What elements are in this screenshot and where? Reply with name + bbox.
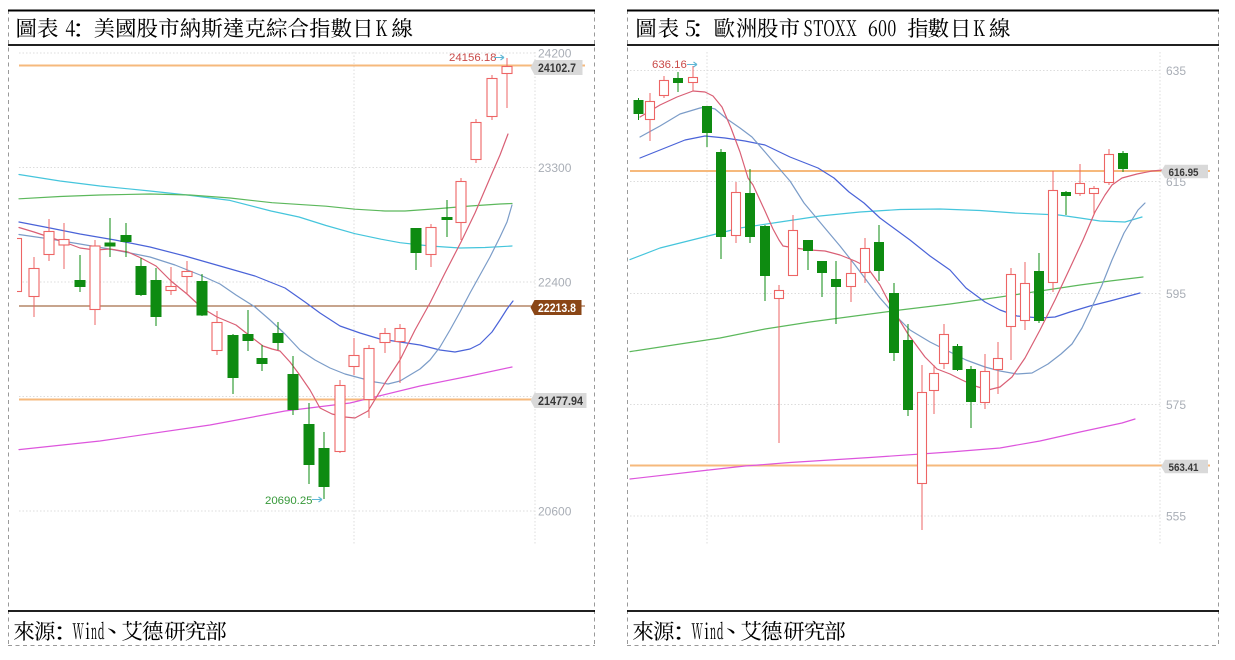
svg-text:616.95: 616.95: [1169, 167, 1199, 179]
svg-text:20600: 20600: [538, 504, 572, 518]
svg-text:24156.18: 24156.18: [449, 52, 497, 64]
svg-text:21477.94: 21477.94: [538, 394, 583, 408]
svg-text:563.41: 563.41: [1169, 462, 1199, 474]
svg-text:24102.7: 24102.7: [538, 61, 576, 75]
svg-text:595: 595: [1166, 287, 1186, 301]
svg-text:575: 575: [1166, 398, 1186, 412]
svg-text:555: 555: [1166, 509, 1186, 523]
svg-text:23300: 23300: [538, 161, 572, 175]
svg-text:22213.8: 22213.8: [538, 301, 576, 315]
svg-text:635: 635: [1166, 64, 1186, 78]
svg-text:615: 615: [1166, 175, 1186, 189]
svg-text:20690.25: 20690.25: [265, 495, 313, 507]
svg-text:22400: 22400: [538, 275, 572, 289]
svg-text:24200: 24200: [538, 46, 572, 60]
svg-text:636.16: 636.16: [652, 59, 687, 71]
